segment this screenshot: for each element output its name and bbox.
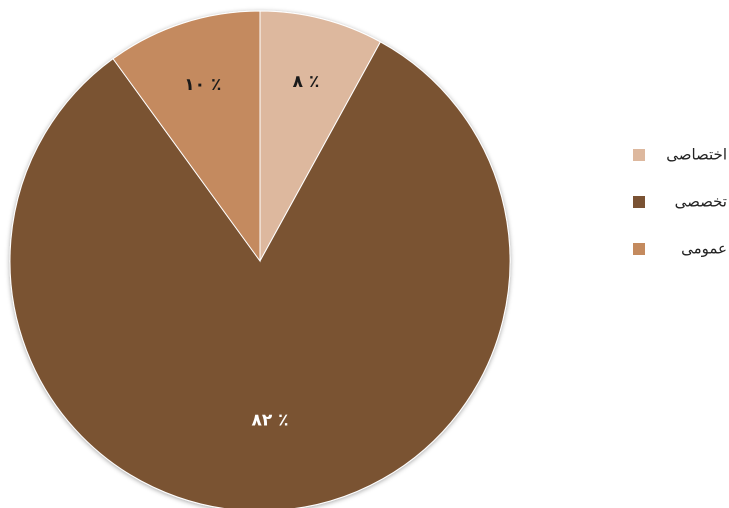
pie-slice-3 bbox=[112, 10, 261, 263]
legend-label-2: تخصصی bbox=[675, 193, 727, 211]
legend-swatch-1 bbox=[633, 149, 645, 161]
data-label-1: ٪ ۸ bbox=[293, 72, 320, 92]
data-label-2: ٪ ۸۲ bbox=[251, 411, 288, 431]
pie-slice-1 bbox=[259, 10, 382, 262]
data-label-3: ٪ ۱۰ bbox=[184, 75, 221, 95]
pie-data-labels: ٪ ۸ ٪ ۸۲ ٪ ۱۰ bbox=[184, 72, 319, 431]
legend-label-1: اختصاصی bbox=[666, 146, 727, 164]
legend-label-3: عمومی bbox=[681, 240, 727, 258]
pie-slices bbox=[9, 10, 511, 508]
legend: اختصاصی تخصصی عمومی bbox=[633, 146, 727, 258]
pie-slice-2 bbox=[9, 41, 511, 508]
legend-swatch-2 bbox=[633, 196, 645, 208]
legend-swatch-3 bbox=[633, 243, 645, 255]
